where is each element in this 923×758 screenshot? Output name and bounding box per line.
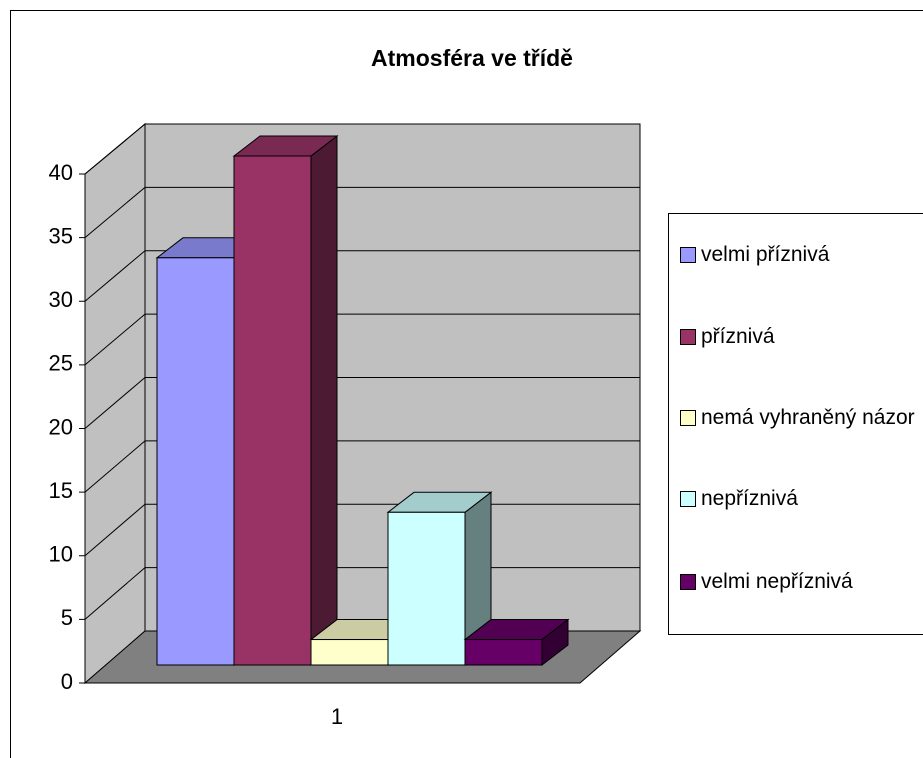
legend-label: velmi nepříznivá (701, 570, 853, 593)
chart-title: Atmosféra ve třídě (371, 45, 573, 71)
y-tick-label: 5 (61, 605, 73, 630)
grid-line-side (84, 123, 146, 175)
bar (232, 134, 339, 667)
legend-label: velmi příznivá (701, 243, 830, 266)
y-tick-label: 35 (49, 223, 73, 248)
bar-front (233, 155, 312, 666)
grid-line-side (84, 250, 146, 302)
bar-front (156, 257, 235, 666)
y-tick-label: 10 (49, 542, 73, 567)
bar-front (387, 511, 466, 666)
grid-line-side (84, 567, 146, 620)
legend-item: velmi nepříznivá (680, 569, 916, 594)
y-tick-label: 0 (61, 669, 73, 694)
grid-line-side (84, 503, 146, 557)
legend-swatch (680, 329, 696, 345)
legend-swatch (680, 574, 696, 590)
legend-item: nepříznivá (680, 486, 916, 511)
x-tick-label: 1 (331, 704, 343, 729)
legend: velmi příznivá příznivá nemá vyhraněný náz… (668, 213, 923, 635)
grid-line-side (84, 186, 146, 239)
y-tick-label: 40 (49, 160, 73, 185)
bar (463, 618, 570, 667)
y-tick-label: 15 (49, 478, 73, 503)
y-tick-label: 30 (49, 287, 73, 312)
grid-line-side (84, 313, 146, 366)
legend-label: nepříznivá (701, 487, 798, 510)
legend-item: velmi příznivá (680, 242, 916, 267)
bar (386, 491, 493, 667)
legend-swatch (680, 247, 696, 263)
bar-front (464, 639, 543, 666)
legend-item: příznivá (680, 324, 916, 349)
grid-line-side (84, 377, 146, 429)
legend-item: nemá vyhraněný názor (680, 405, 916, 430)
y-tick-label: 20 (49, 414, 73, 439)
legend-label: nemá vyhraněný názor (701, 406, 915, 429)
legend-label: příznivá (701, 325, 775, 348)
legend-swatch (680, 410, 696, 426)
grid-line-side (84, 440, 146, 493)
bar-front (310, 639, 389, 666)
legend-swatch (680, 491, 696, 507)
y-tick-label: 25 (49, 351, 73, 376)
bar-side (310, 134, 338, 667)
